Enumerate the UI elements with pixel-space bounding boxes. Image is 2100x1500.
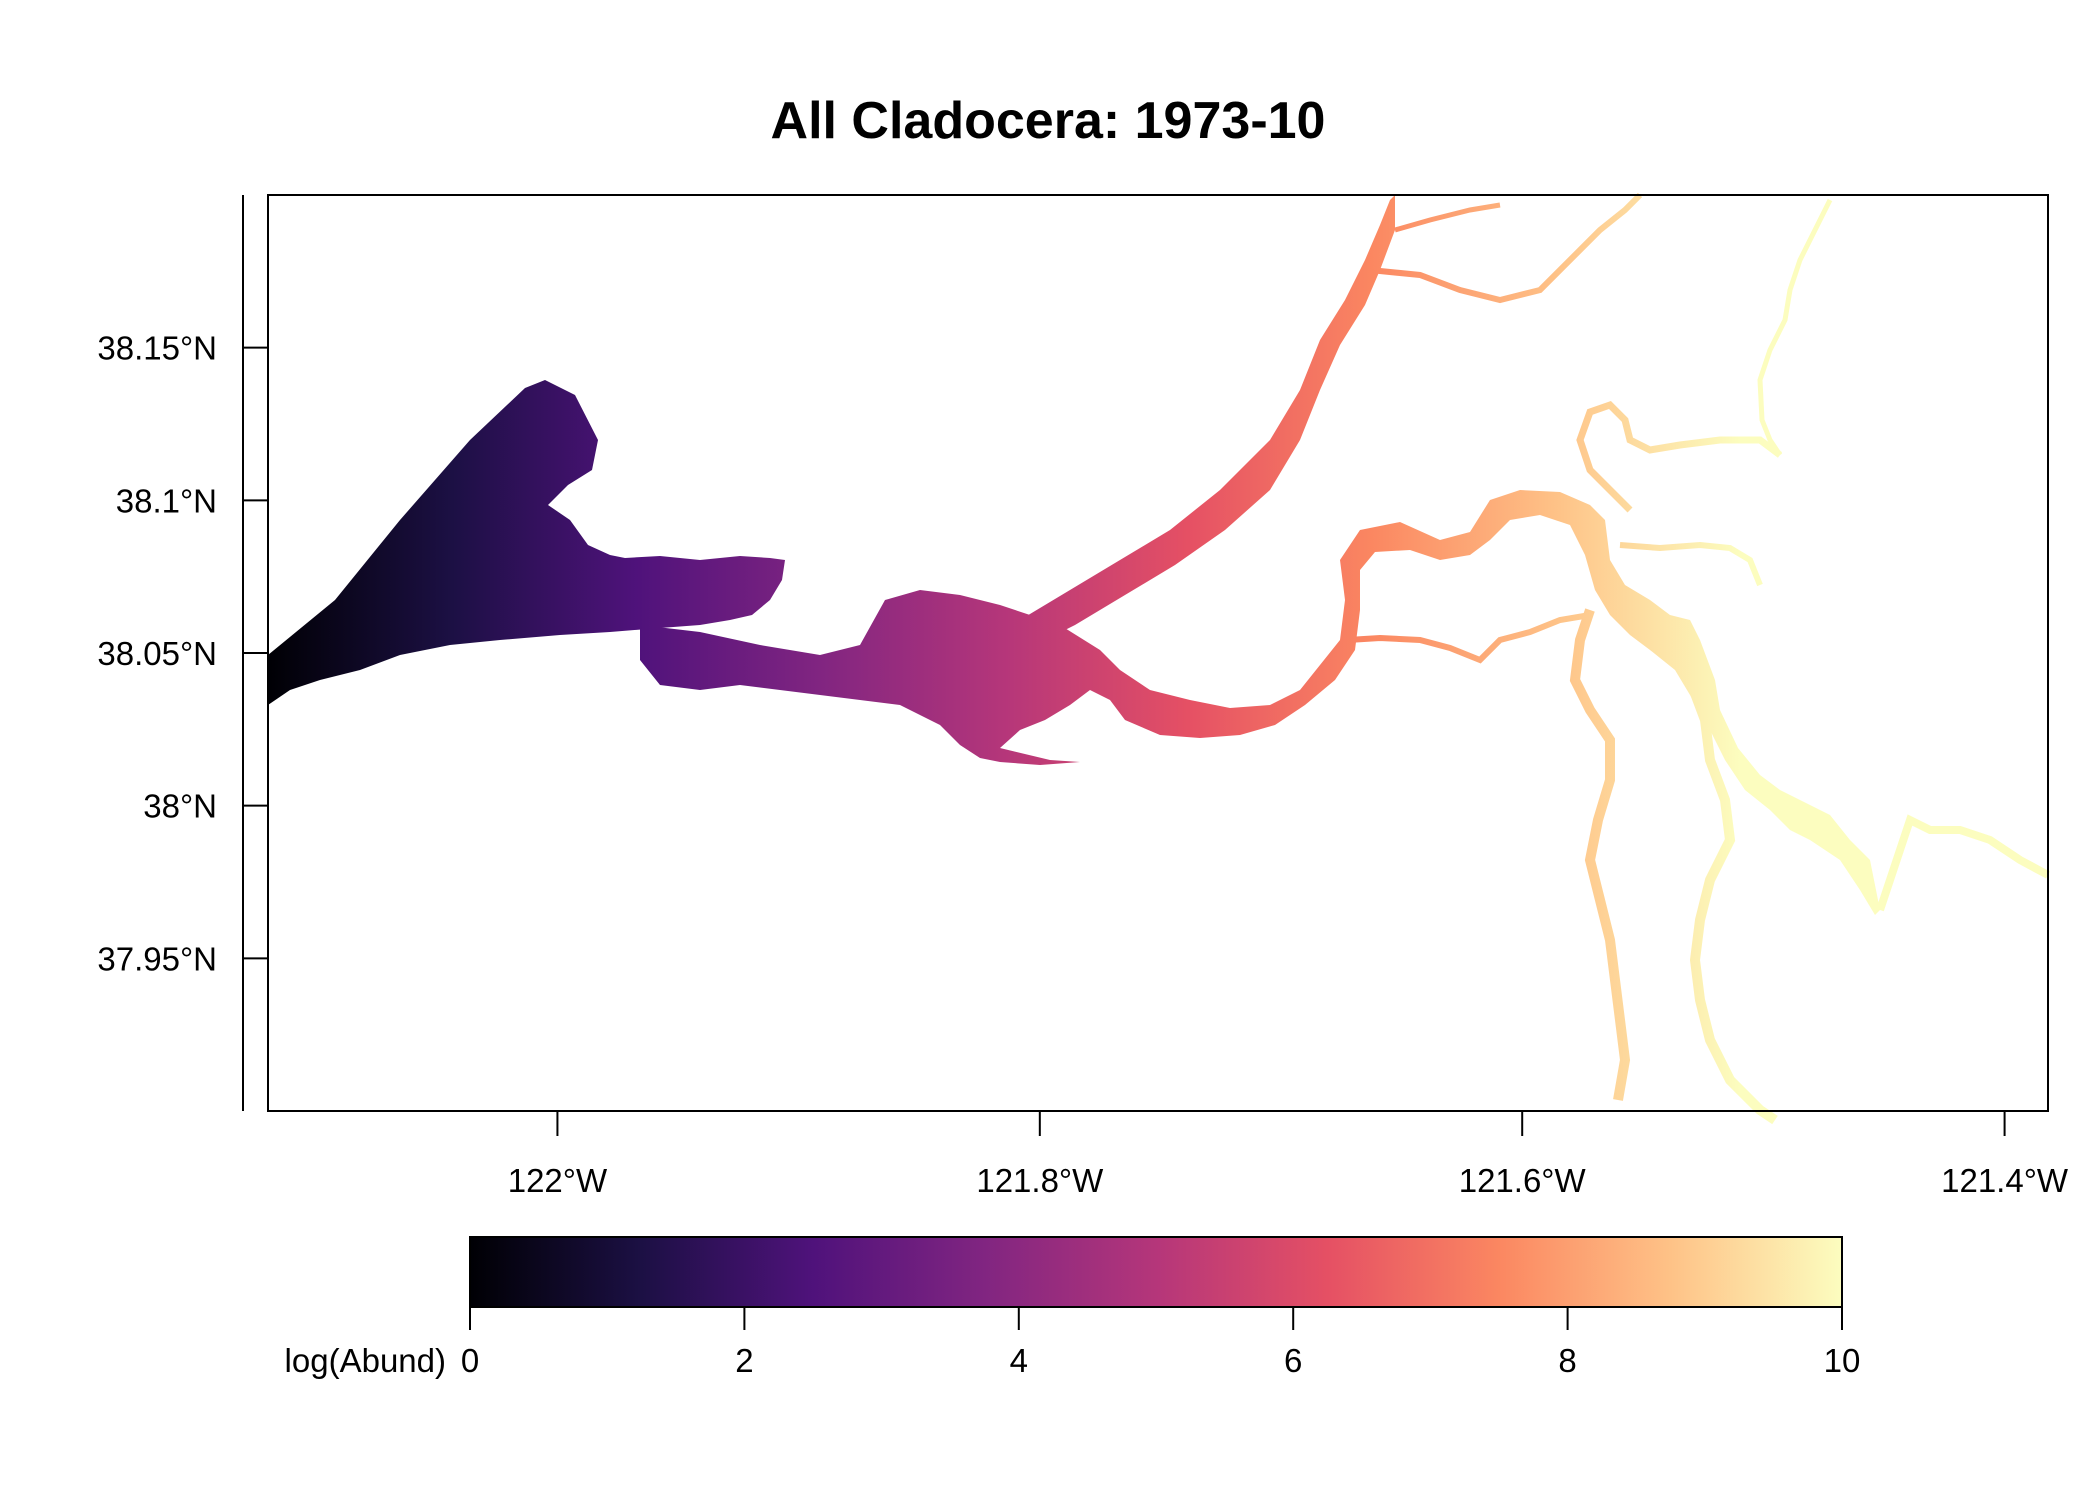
y-tick-label: 38.1°N — [116, 482, 217, 519]
upper-branch-1 — [1369, 192, 1643, 304]
y-axis: 37.95°N 38°N 38.05°N 38.1°N 38.15°N — [97, 195, 268, 1111]
x-tick-label: 121.6°W — [1459, 1162, 1587, 1199]
east-branch — [1619, 541, 1763, 587]
colorbar-legend: log(Abund) 0 2 4 6 8 10 — [285, 1236, 1861, 1379]
water-raster — [268, 192, 2050, 1125]
y-tick-label: 38.15°N — [97, 330, 217, 367]
north-channel — [1020, 195, 1395, 640]
x-axis: 122°W 121.8°W 121.6°W 121.4°W — [268, 1110, 2069, 1199]
x-tick-label: 122°W — [508, 1162, 608, 1199]
delta-branch-3 — [1665, 637, 1778, 1125]
colorbar-tick-label: 10 — [1824, 1342, 1861, 1379]
bay-region — [268, 380, 785, 705]
colorbar-tick-label: 6 — [1284, 1342, 1302, 1379]
y-tick-label: 38°N — [143, 788, 217, 825]
colorbar-tick-label: 2 — [735, 1342, 753, 1379]
x-tick-label: 121.8°W — [976, 1162, 1104, 1199]
upper-loop — [1576, 400, 1783, 513]
delta-branch-2 — [1569, 608, 1631, 1101]
y-tick-label: 37.95°N — [97, 940, 217, 977]
channel-region — [640, 490, 1880, 915]
colorbar-tick-label: 8 — [1558, 1342, 1576, 1379]
colorbar-tick-label: 4 — [1010, 1342, 1028, 1379]
delta-branch-1 — [1347, 612, 1591, 664]
colorbar — [469, 1236, 1843, 1308]
chart-title: All Cladocera: 1973-10 — [771, 92, 1326, 150]
y-tick-label: 38.05°N — [97, 635, 217, 672]
colorbar-tick-label: 0 — [461, 1342, 479, 1379]
east-tail — [1876, 814, 2050, 912]
x-tick-label: 121.4°W — [1941, 1162, 2069, 1199]
colorbar-label: log(Abund) — [285, 1342, 446, 1379]
upper-branch-2 — [1394, 202, 1501, 233]
upper-branch-3 — [1757, 198, 1833, 457]
